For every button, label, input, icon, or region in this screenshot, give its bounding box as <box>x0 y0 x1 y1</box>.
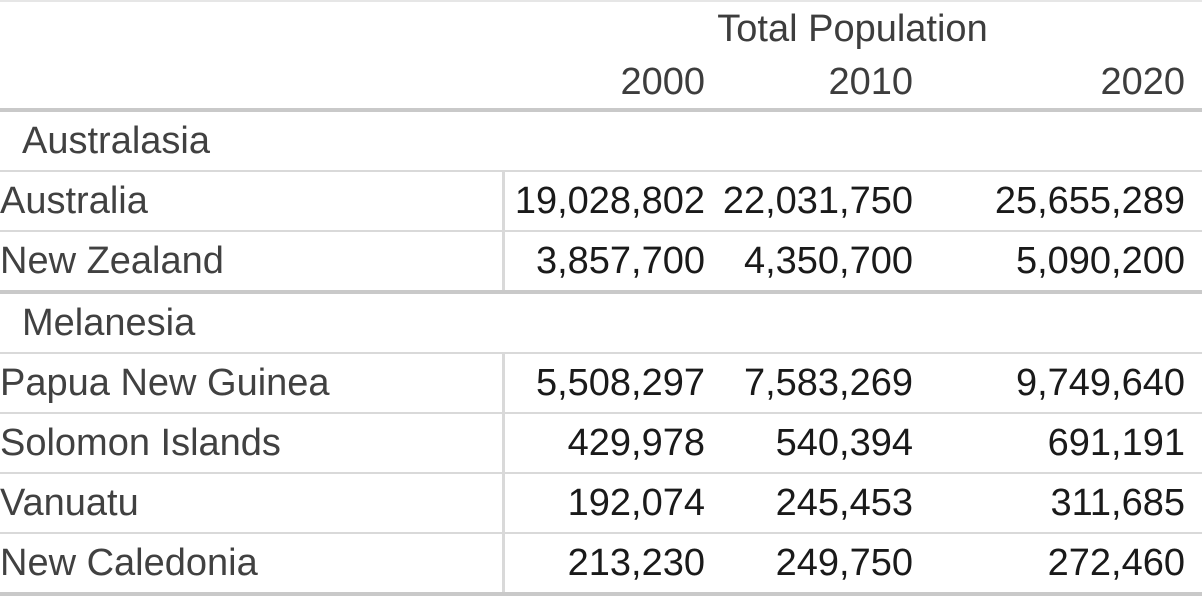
value-cell-2000: 192,074 <box>503 473 705 534</box>
country-cell: New Zealand <box>0 231 505 294</box>
year-column-header-2000: 2000 <box>503 56 705 112</box>
header-spacer-cell <box>0 1 503 56</box>
table-body: Australasia Australia 19,028,802 22,031,… <box>0 110 1202 596</box>
value-cell-2000: 3,857,700 <box>503 231 705 294</box>
section-row-melanesia: Melanesia <box>0 292 1202 354</box>
value-cell-2020: 311,685 <box>913 473 1202 534</box>
value-cell-2010: 249,750 <box>705 533 913 596</box>
years-spacer-cell <box>0 56 503 112</box>
value-cell-2010: 4,350,700 <box>705 231 913 294</box>
value-cell-2010: 7,583,269 <box>705 353 913 414</box>
value-cell-2010: 245,453 <box>705 473 913 534</box>
group-header-row: Total Population <box>0 1 1202 56</box>
year-column-header-2020: 2020 <box>913 56 1202 112</box>
country-cell: Vanuatu <box>0 473 505 534</box>
table-title: Total Population <box>717 7 988 50</box>
years-header-row: 2000 2010 2020 <box>0 56 1202 112</box>
table-row-new-zealand: New Zealand 3,857,700 4,350,700 5,090,20… <box>0 231 1202 294</box>
year-column-header-2010: 2010 <box>705 56 913 112</box>
section-row-australasia: Australasia <box>0 110 1202 172</box>
table-row-vanuatu: Vanuatu 192,074 245,453 311,685 <box>0 473 1202 534</box>
value-cell-2000: 19,028,802 <box>503 171 705 232</box>
table-header: Total Population 2000 2010 2020 <box>0 1 1202 112</box>
value-cell-2020: 9,749,640 <box>913 353 1202 414</box>
table-row-papua-new-guinea: Papua New Guinea 5,508,297 7,583,269 9,7… <box>0 353 1202 414</box>
value-cell-2000: 5,508,297 <box>503 353 705 414</box>
value-cell-2010: 22,031,750 <box>705 171 913 232</box>
table-row-solomon-islands: Solomon Islands 429,978 540,394 691,191 <box>0 413 1202 474</box>
table-row-australia: Australia 19,028,802 22,031,750 25,655,2… <box>0 171 1202 232</box>
value-cell-2000: 429,978 <box>503 413 705 474</box>
section-label: Melanesia <box>0 292 1202 354</box>
country-cell: Papua New Guinea <box>0 353 505 414</box>
value-cell-2020: 5,090,200 <box>913 231 1202 294</box>
country-cell: Solomon Islands <box>0 413 505 474</box>
value-cell-2000: 213,230 <box>503 533 705 596</box>
value-cell-2010: 540,394 <box>705 413 913 474</box>
value-cell-2020: 691,191 <box>913 413 1202 474</box>
value-cell-2020: 272,460 <box>913 533 1202 596</box>
section-label: Australasia <box>0 110 1202 172</box>
country-cell: New Caledonia <box>0 533 505 596</box>
table-row-new-caledonia: New Caledonia 213,230 249,750 272,460 <box>0 533 1202 596</box>
country-cell: Australia <box>0 171 505 232</box>
value-cell-2020: 25,655,289 <box>913 171 1202 232</box>
